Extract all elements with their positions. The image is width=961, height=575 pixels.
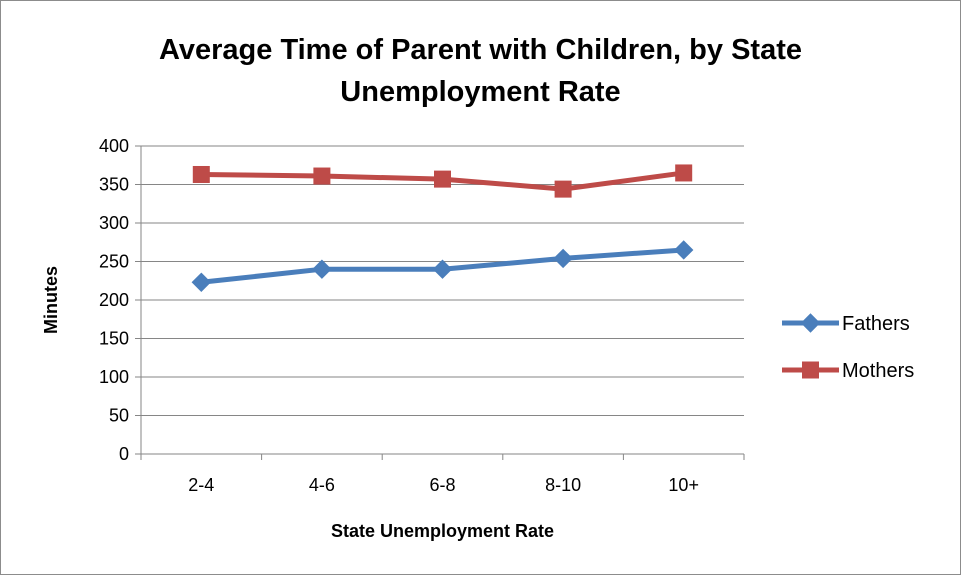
chart-title-line-2: Unemployment Rate <box>340 76 621 108</box>
y-tick-label: 200 <box>99 290 129 310</box>
data-point-fathers <box>312 259 332 279</box>
x-tick-label: 10+ <box>668 475 699 495</box>
chart-title-line-1: Average Time of Parent with Children, by… <box>159 34 802 66</box>
axes: 0 50 100 150 200 250 300 350 400 2-4 4-6 6-8 8-10 10+ <box>99 136 745 495</box>
x-tick-label: 6-8 <box>429 475 455 495</box>
data-point-fathers <box>432 259 453 279</box>
y-tick-label: 150 <box>99 329 129 349</box>
y-tick-label: 100 <box>99 367 129 387</box>
series-mothers <box>192 164 693 198</box>
x-tick-label: 2-4 <box>188 475 214 495</box>
legend-item-fathers: Fathers <box>782 313 910 335</box>
legend-marker-mothers <box>802 361 819 379</box>
y-tick-label: 400 <box>99 136 129 156</box>
legend-item-mothers: Mothers <box>782 360 914 382</box>
data-point-mothers <box>554 180 572 198</box>
legend-label-fathers: Fathers <box>842 313 910 335</box>
legend-marker-fathers <box>800 313 821 333</box>
y-tick-label: 350 <box>99 175 129 195</box>
data-point-fathers <box>673 240 694 260</box>
x-axis-title: State Unemployment Rate <box>331 521 554 541</box>
data-point-mothers <box>675 164 693 182</box>
data-point-fathers <box>553 248 573 269</box>
data-point-mothers <box>313 167 331 185</box>
y-tick-label: 50 <box>109 406 129 426</box>
y-axis-title: Minutes <box>41 266 61 334</box>
x-tick-label: 8-10 <box>545 475 581 495</box>
y-tick-label: 300 <box>99 213 129 233</box>
legend-label-mothers: Mothers <box>842 360 914 382</box>
series-layer <box>191 164 694 292</box>
y-tick-label: 250 <box>99 252 129 272</box>
y-tick-label: 0 <box>119 444 129 464</box>
data-point-fathers <box>191 272 212 292</box>
legend: Fathers Mothers <box>782 313 914 382</box>
x-tick-label: 4-6 <box>309 475 335 495</box>
series-fathers <box>191 240 694 292</box>
chart-title: Average Time of Parent with Children, by… <box>1 29 960 113</box>
data-point-mothers <box>434 170 451 188</box>
data-point-mothers <box>192 165 210 183</box>
